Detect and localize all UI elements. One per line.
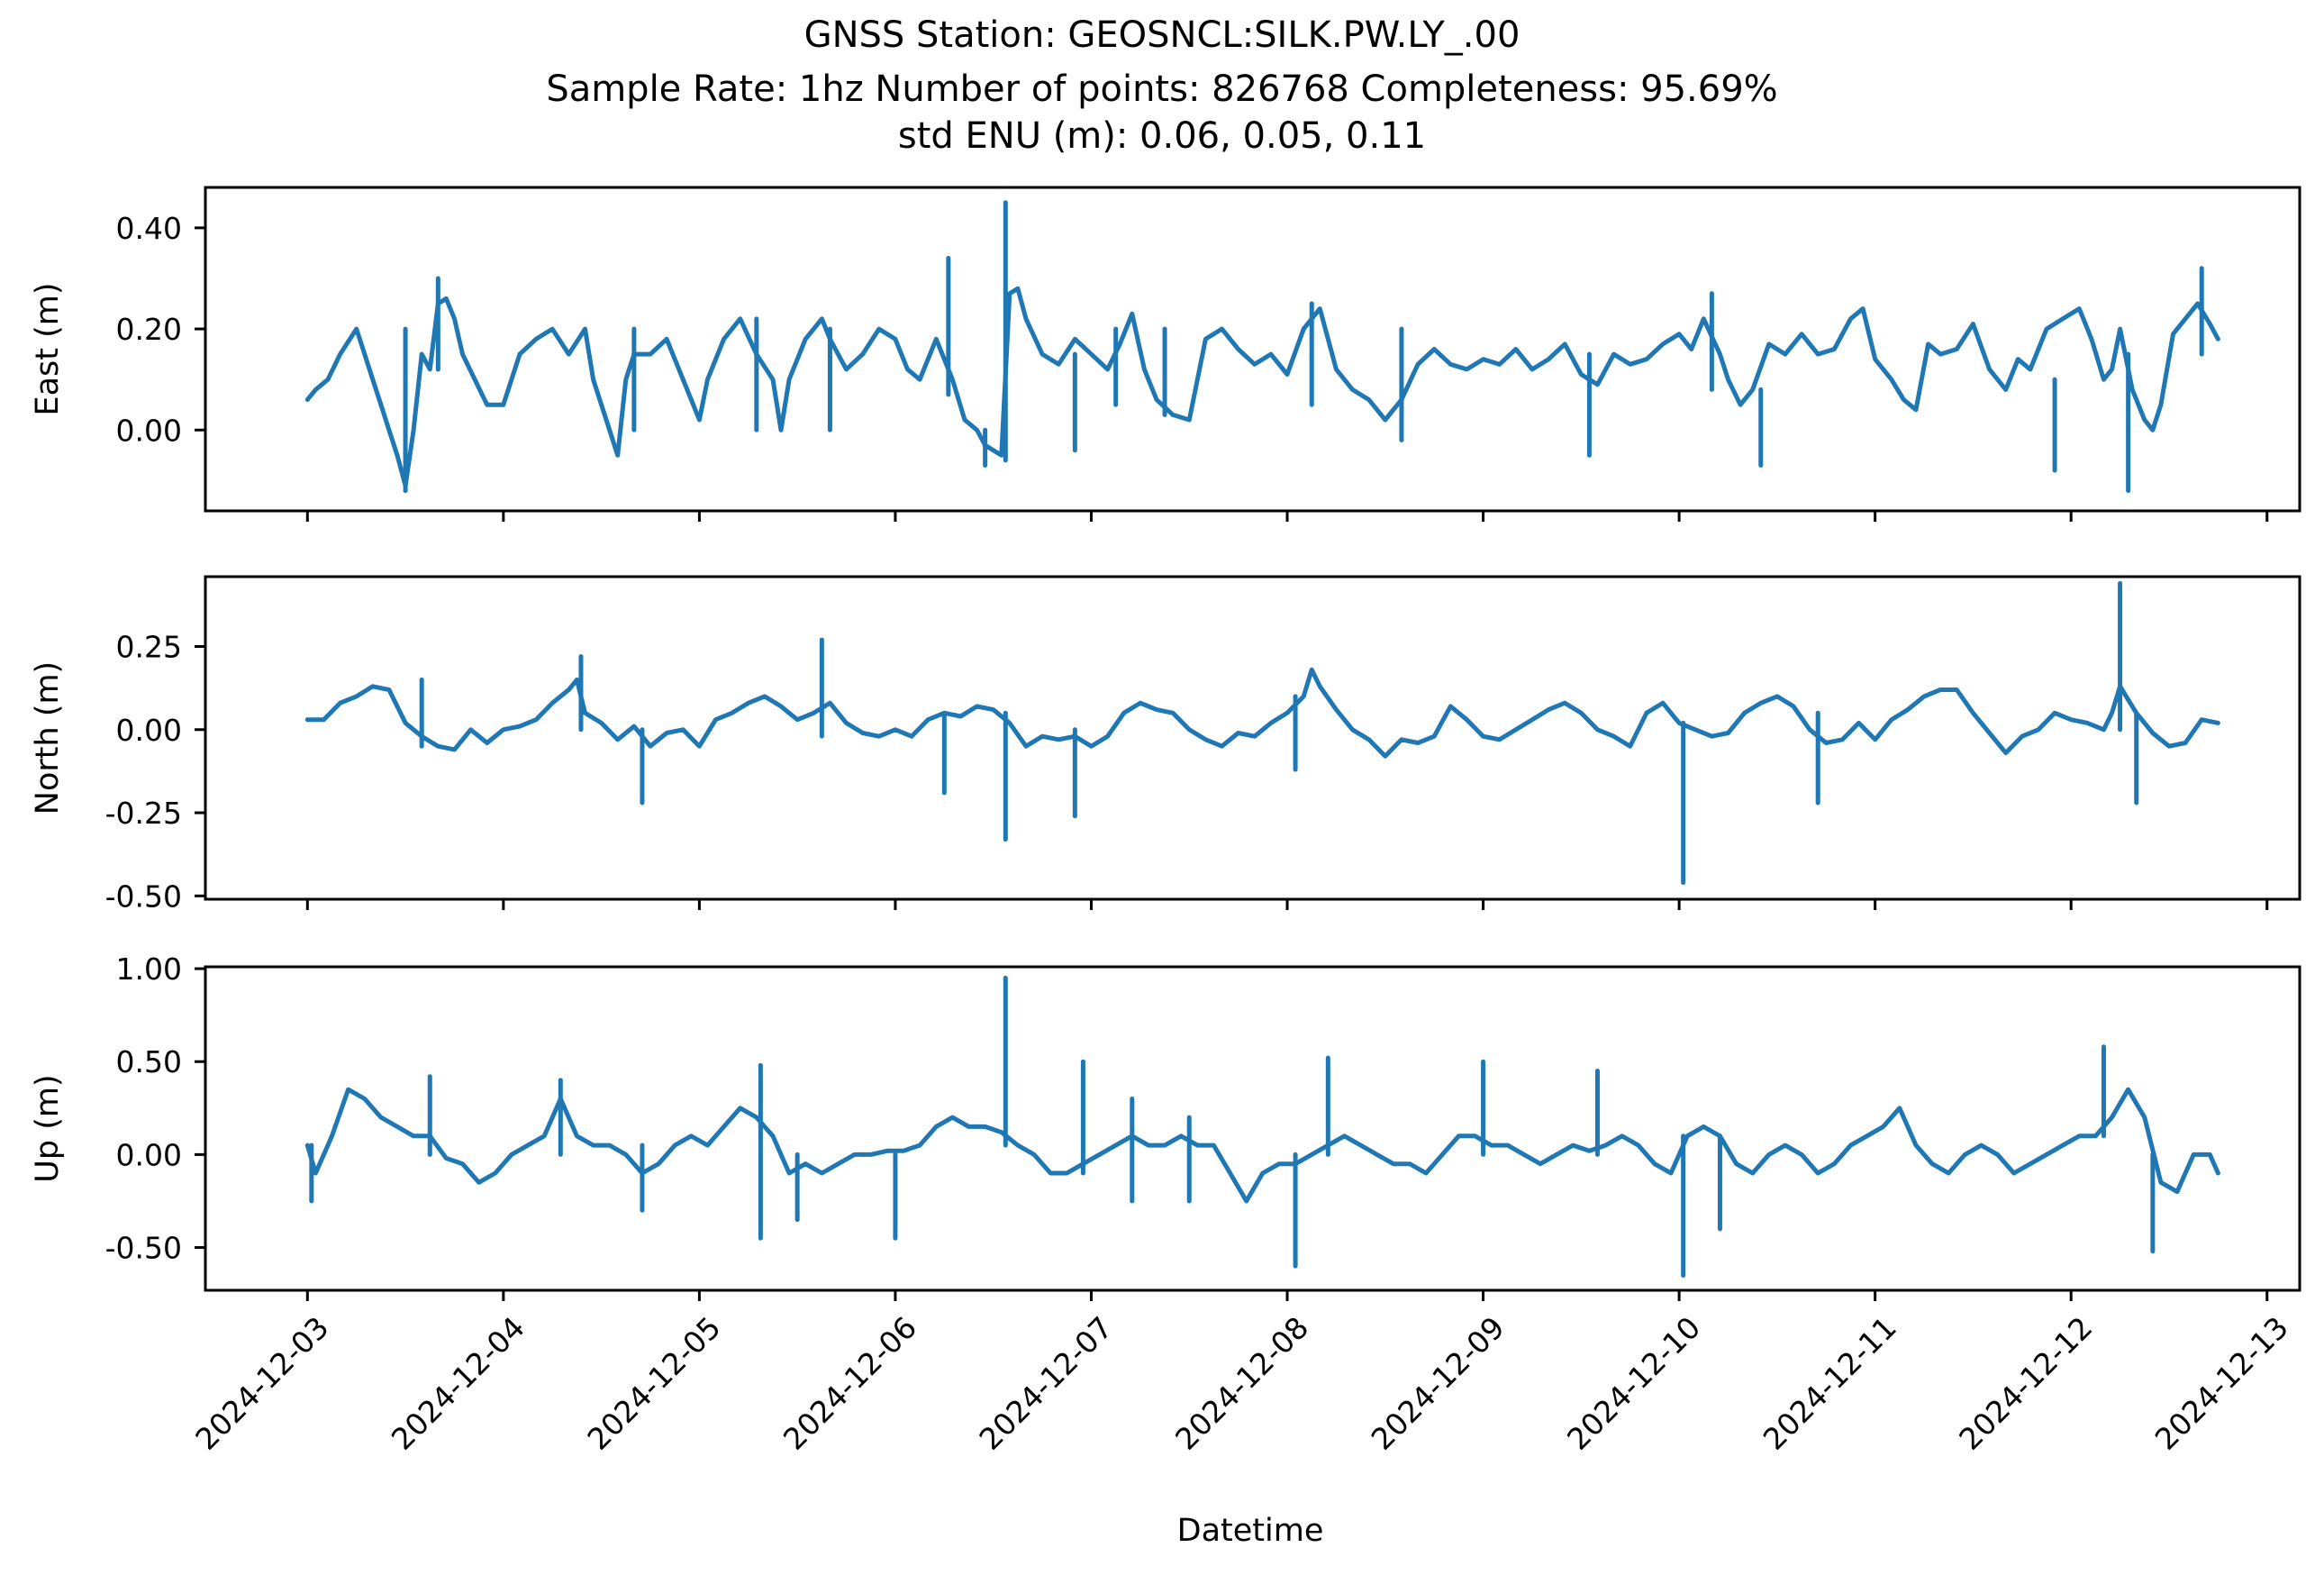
up-y-tick-label: 0.00 [116, 1137, 182, 1172]
north-y-tick-label: -0.25 [105, 796, 182, 831]
up-y-tick-label: -0.50 [105, 1231, 182, 1266]
east-y-tick-label: 0.40 [116, 211, 182, 246]
north-series-line [304, 667, 2220, 759]
east-plot-frame [204, 186, 2301, 513]
up-plot-frame [204, 965, 2301, 1292]
title-line-3: std ENU (m): 0.06, 0.05, 0.11 [898, 115, 1426, 157]
north-y-tick-label: 0.25 [116, 630, 182, 665]
east-panel: 0.40 0.20 0.00 East (m) [30, 186, 2301, 522]
x-axis-label: Datetime [1177, 1513, 1324, 1549]
east-series-line [304, 286, 2220, 488]
up-series-line [304, 1087, 2220, 1204]
east-y-tick-label: 0.20 [116, 312, 182, 347]
up-y-axis-label: Up (m) [30, 1074, 66, 1182]
north-y-tick-label: 0.00 [116, 713, 182, 748]
chart-title: GNSS Station: GEOSNCL:SILK.PW.LY_.00 Sam… [546, 14, 1777, 157]
north-y-tick-label: -0.50 [105, 879, 182, 914]
up-panel: 1.00 0.50 0.00 -0.50 Up (m) [30, 951, 2301, 1301]
title-line-2: Sample Rate: 1hz Number of points: 82676… [546, 68, 1777, 110]
east-y-axis-label: East (m) [30, 282, 66, 415]
north-y-axis-label: North (m) [30, 661, 66, 815]
up-y-tick-label: 1.00 [116, 951, 182, 987]
up-y-tick-label: 0.50 [116, 1044, 182, 1079]
north-plot-frame [204, 575, 2301, 901]
east-y-tick-label: 0.00 [116, 413, 182, 448]
north-panel: 0.25 0.00 -0.25 -0.50 North (m) [30, 575, 2301, 914]
title-line-1: GNSS Station: GEOSNCL:SILK.PW.LY_.00 [804, 14, 1521, 56]
